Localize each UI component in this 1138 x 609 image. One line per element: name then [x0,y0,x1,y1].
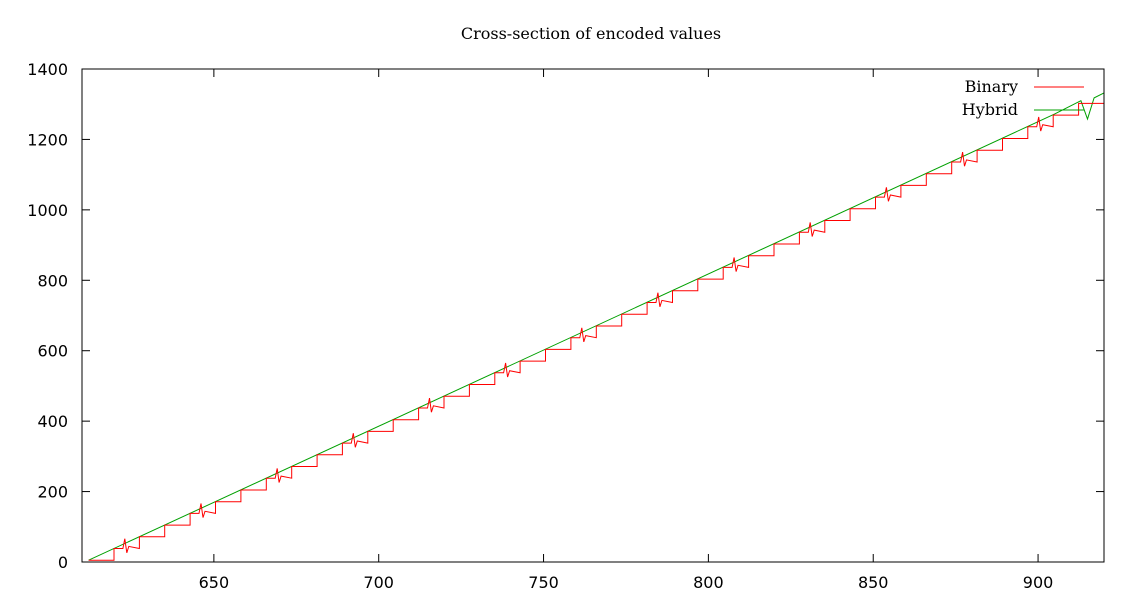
y-tick-label: 400 [37,412,68,431]
x-tick-label: 700 [363,573,394,592]
y-tick-label: 1200 [27,130,68,149]
x-tick-label: 650 [199,573,230,592]
series-hybrid-line [88,92,1105,561]
plot-frame [81,68,1105,563]
chart-title: Cross-section of encoded values [461,24,721,43]
y-tick-label: 200 [37,483,68,502]
y-axis: 0 200 400 600 800 1000 1200 1400 [27,60,1104,572]
x-tick-label: 800 [693,573,724,592]
x-tick-label: 750 [528,573,559,592]
y-tick-label: 1400 [27,60,68,79]
x-tick-label: 850 [858,573,889,592]
x-tick-label: 900 [1023,573,1054,592]
plot-area [88,92,1105,561]
series-binary-line [88,102,1104,561]
y-tick-label: 0 [58,553,68,572]
legend: Binary Hybrid [962,77,1084,119]
x-axis: 650 700 750 800 850 900 [199,69,1054,592]
legend-label-binary: Binary [965,77,1018,96]
legend-label-hybrid: Hybrid [962,100,1018,119]
y-tick-label: 1000 [27,201,68,220]
y-tick-label: 800 [37,271,68,290]
y-tick-label: 600 [37,342,68,361]
